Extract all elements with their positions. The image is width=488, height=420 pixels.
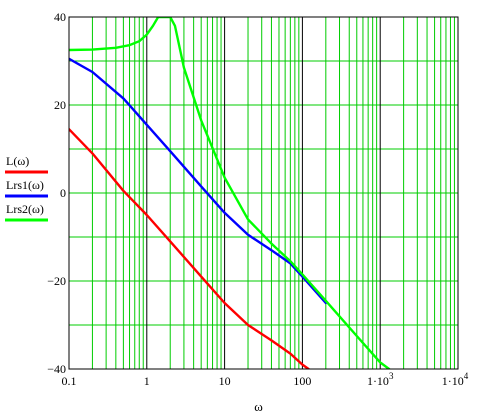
y-tick-label: 40 [54,10,66,24]
grid [69,17,458,369]
legend-label-2: Lrs1(ω) [6,178,44,192]
legend-label-1: L(ω) [6,154,29,168]
series-line-3 [69,17,391,369]
y-tick-label: −20 [47,274,66,288]
series-lines [69,17,391,369]
x-tick-label: 0.1 [62,374,77,388]
legend-label-3: Lrs2(ω) [6,202,44,216]
y-tick-label: −40 [47,362,66,376]
x-tick-label: 1·103 [367,371,394,388]
x-tick-label: 10 [219,374,231,388]
x-tick-label: 100 [293,374,311,388]
legend: L(ω) Lrs1(ω) Lrs2(ω) [5,154,48,222]
tick-labels: 40 20 0 −20 −400.1 1 10 100 1·103 1·104 [47,10,469,388]
x-tick-label: 1 [144,374,150,388]
series-line-2 [69,57,328,305]
y-tick-label: 20 [54,98,66,112]
x-axis-label: ω [254,399,263,414]
y-tick-label: 0 [60,186,66,200]
series-line-1 [69,127,310,369]
x-tick-label: 1·104 [442,371,469,388]
plot-frame [68,16,459,370]
